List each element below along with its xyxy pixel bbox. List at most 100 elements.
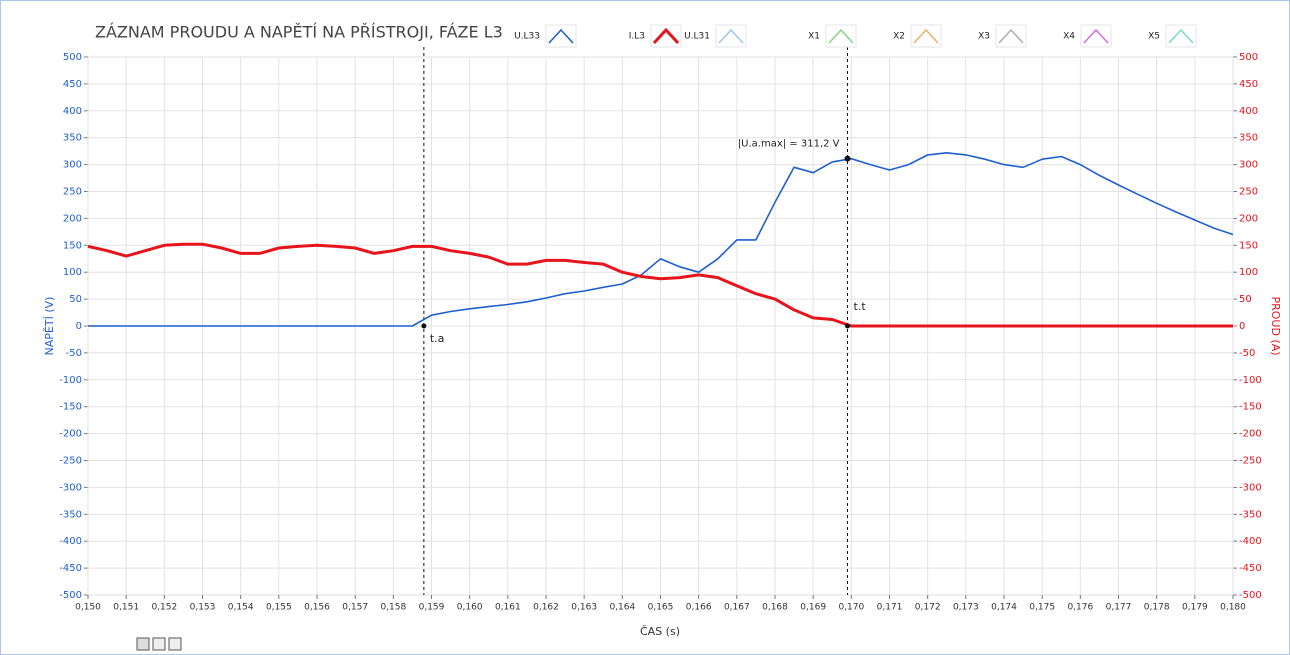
legend-box (910, 24, 942, 48)
y2-tick-label: -300 (1239, 482, 1262, 493)
annotation: |U.a.max| = 311,2 V (738, 139, 840, 150)
y-tick-label: 350 (63, 133, 82, 144)
x-tick-label: 0,151 (113, 603, 139, 613)
legend-box (1080, 24, 1112, 48)
pan-tool[interactable] (168, 637, 182, 651)
cursor-point (845, 323, 851, 329)
x-tick-label: 0,165 (648, 603, 674, 613)
cursor-tool[interactable] (136, 637, 150, 651)
y2-tick-label: 150 (1239, 240, 1258, 251)
y-tick-label: 400 (63, 106, 82, 117)
y-tick-label: -150 (59, 402, 82, 413)
y2-tick-label: -500 (1239, 590, 1262, 601)
y2-tick-label: 0 (1239, 321, 1245, 332)
x-tick-label: 0,166 (686, 603, 712, 613)
x-tick-label: 0,160 (457, 603, 483, 613)
legend-swatch (548, 28, 574, 44)
y-tick-label: 150 (63, 240, 82, 251)
y-tick-label: -400 (59, 536, 82, 547)
legend-label: X1 (808, 32, 820, 42)
x-axis-label: ČAS (s) (640, 625, 680, 638)
x-tick-label: 0,180 (1220, 603, 1246, 613)
y2-tick-label: 200 (1239, 213, 1258, 224)
y2-tick-label: 350 (1239, 133, 1258, 144)
x-tick-label: 0,163 (571, 603, 597, 613)
y2-tick-label: 100 (1239, 267, 1258, 278)
y-tick-label: 300 (63, 160, 82, 171)
legend-box (545, 24, 577, 48)
y2-tick-label: -200 (1239, 429, 1262, 440)
toolbar[interactable] (136, 637, 182, 651)
y-tick-label: 100 (63, 267, 82, 278)
legend-label: X4 (1063, 32, 1075, 42)
y-tick-label: 200 (63, 213, 82, 224)
x-tick-label: 0,157 (342, 603, 368, 613)
legend-label: X2 (893, 32, 905, 42)
legend-box (825, 24, 857, 48)
x-tick-label: 0,168 (762, 603, 788, 613)
legend-swatch (828, 28, 854, 44)
y-tick-label: -450 (59, 563, 82, 574)
y2-tick-label: 300 (1239, 160, 1258, 171)
legend-box (715, 24, 747, 48)
series-line (88, 152, 1234, 327)
y-tick-label: -500 (59, 590, 82, 601)
x-tick-label: 0,152 (151, 603, 177, 613)
x-tick-label: 0,172 (915, 603, 941, 613)
x-tick-label: 0,177 (1106, 603, 1132, 613)
cursor-label: t.t (854, 300, 867, 313)
chart-title: ZÁZNAM PROUDU A NAPĚTÍ NA PŘÍSTROJI, FÁZ… (95, 23, 503, 42)
y-axis-label: NAPĚTÍ (V) (43, 297, 56, 356)
x-tick-label: 0,175 (1029, 603, 1055, 613)
x-tick-label: 0,171 (877, 603, 903, 613)
series-line (87, 242, 1233, 328)
zoom-tool[interactable] (152, 637, 166, 651)
cursor-label: t.a (430, 332, 445, 345)
legend-box (650, 24, 682, 48)
x-tick-label: 0,179 (1182, 603, 1208, 613)
x-tick-label: 0,162 (533, 603, 559, 613)
x-tick-label: 0,173 (953, 603, 979, 613)
x-tick-label: 0,167 (724, 603, 750, 613)
legend-box (1165, 24, 1197, 48)
y-tick-label: 450 (63, 79, 82, 90)
legend-label: X3 (978, 32, 990, 42)
x-tick-label: 0,156 (304, 603, 330, 613)
y-tick-label: 50 (69, 294, 82, 305)
legend-swatch (1083, 28, 1109, 44)
annotation-point (844, 155, 851, 162)
legend-box (995, 24, 1027, 48)
y2-tick-label: -100 (1239, 375, 1262, 386)
x-tick-label: 0,164 (609, 603, 635, 613)
y2-tick-label: -450 (1239, 563, 1262, 574)
y2-tick-label: -250 (1239, 456, 1262, 467)
y2-tick-label: 450 (1239, 79, 1258, 90)
x-tick-label: 0,174 (991, 603, 1017, 613)
y2-tick-label: -50 (1239, 348, 1255, 359)
cursor-point (421, 323, 427, 329)
y2-tick-label: 500 (1239, 52, 1258, 63)
x-tick-label: 0,153 (190, 603, 216, 613)
y-tick-label: -250 (59, 456, 82, 467)
x-tick-label: 0,155 (266, 603, 292, 613)
legend-swatch (718, 28, 744, 44)
x-tick-label: 0,170 (838, 603, 864, 613)
y-tick-label: -300 (59, 482, 82, 493)
x-tick-label: 0,178 (1144, 603, 1170, 613)
legend-swatch (913, 28, 939, 44)
legend-swatch (652, 27, 680, 45)
y2-tick-label: -400 (1239, 536, 1262, 547)
y2-tick-label: 400 (1239, 106, 1258, 117)
y-tick-label: -350 (59, 509, 82, 520)
y2-axis-label: PROUD (A) (1269, 296, 1282, 355)
y2-tick-label: 250 (1239, 187, 1258, 198)
legend-label: X5 (1148, 32, 1160, 42)
x-tick-label: 0,161 (495, 603, 521, 613)
y-tick-label: 500 (63, 52, 82, 63)
x-tick-label: 0,169 (800, 603, 826, 613)
legend-label: I.L3 (629, 32, 645, 42)
legend-label: U.L33 (514, 32, 540, 42)
x-tick-label: 0,150 (75, 603, 101, 613)
y2-tick-label: 50 (1239, 294, 1252, 305)
